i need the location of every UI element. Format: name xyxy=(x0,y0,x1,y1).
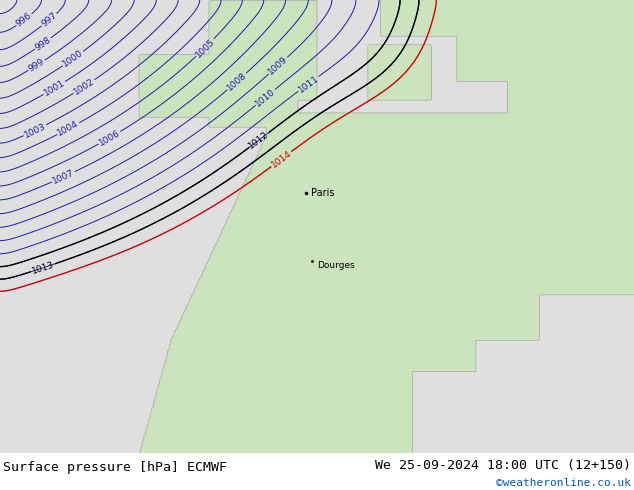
Text: 1004: 1004 xyxy=(56,120,81,138)
Text: ©weatheronline.co.uk: ©weatheronline.co.uk xyxy=(496,478,631,489)
Text: 1000: 1000 xyxy=(61,49,85,69)
Text: Surface pressure [hPa] ECMWF: Surface pressure [hPa] ECMWF xyxy=(3,461,227,474)
Text: 1007: 1007 xyxy=(51,168,76,186)
Text: 999: 999 xyxy=(27,57,46,74)
Text: We 25-09-2024 18:00 UTC (12+150): We 25-09-2024 18:00 UTC (12+150) xyxy=(375,459,631,471)
Text: 1013: 1013 xyxy=(30,260,55,276)
Text: Dourges: Dourges xyxy=(317,261,355,270)
Text: 1002: 1002 xyxy=(72,76,96,97)
Text: 1005: 1005 xyxy=(193,36,216,59)
Text: 998: 998 xyxy=(33,35,53,52)
Text: 1014: 1014 xyxy=(269,148,293,170)
Text: 1010: 1010 xyxy=(254,87,277,108)
Text: 1011: 1011 xyxy=(297,74,320,94)
Text: 1006: 1006 xyxy=(98,128,122,147)
Text: Paris: Paris xyxy=(311,188,334,197)
Text: 1001: 1001 xyxy=(42,78,67,98)
Text: 1012: 1012 xyxy=(247,129,271,150)
Text: 1003: 1003 xyxy=(23,121,48,139)
Text: 1008: 1008 xyxy=(225,71,249,93)
Text: 996: 996 xyxy=(15,11,34,29)
Text: 1009: 1009 xyxy=(266,55,290,77)
Text: 997: 997 xyxy=(39,11,58,29)
